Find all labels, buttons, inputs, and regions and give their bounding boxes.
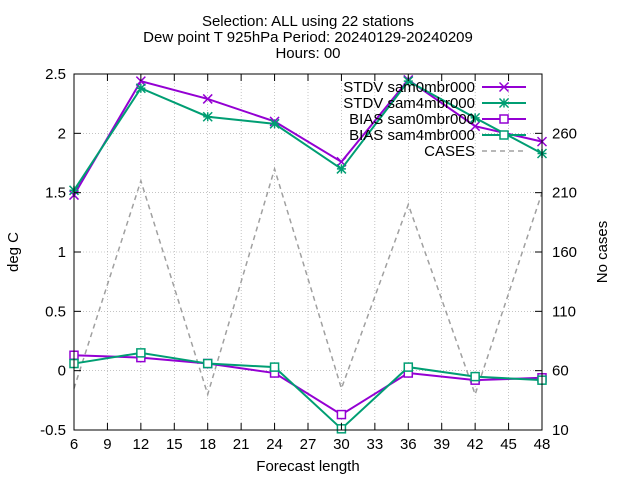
data-point: [202, 358, 213, 369]
y2-tick-label: 260: [552, 125, 577, 142]
title-line-2: Dew point T 925hPa Period: 20240129-2024…: [143, 29, 473, 46]
y-tick-label: 0: [58, 363, 66, 380]
y-tick-label: 1.5: [45, 185, 66, 202]
x-tick-label: 6: [70, 436, 78, 453]
title-line-1: Selection: ALL using 22 stations: [202, 13, 414, 30]
legend-label: BIAS sam0mbr000: [349, 111, 475, 128]
x-tick-label: 42: [467, 436, 484, 453]
x-axis-label: Forecast length: [256, 458, 359, 475]
legend-marker: [499, 130, 509, 140]
y2-tick-label: 10: [552, 422, 569, 439]
grid: [74, 74, 542, 430]
y-tick-label: 1: [58, 244, 66, 261]
x-tick-label: 12: [133, 436, 150, 453]
data-point: [336, 163, 347, 174]
data-point: [202, 111, 213, 122]
legend-marker: [498, 97, 510, 109]
legend-item: STDV sam0mbr000: [343, 79, 526, 96]
y2-tick-label: 60: [552, 363, 569, 380]
x-tick-label: 24: [266, 436, 283, 453]
x-tick-label: 48: [534, 436, 551, 453]
data-point: [135, 83, 146, 94]
series-5: [73, 166, 543, 397]
axis-ticks: 6 9 12 15 18 21 24 27 30 33 36 39 42 45 48 -0.5 0 0.5 1 1.5…: [40, 66, 577, 453]
data-point: [470, 371, 480, 382]
data-point: [269, 362, 280, 372]
x-tick-label: 18: [199, 436, 216, 453]
series-line: [73, 166, 543, 397]
x-tick-label: 30: [333, 436, 350, 453]
legend-item: BIAS sam4mbr000: [349, 127, 526, 144]
cases-series: [73, 166, 543, 397]
data-point: [470, 121, 481, 132]
legend-item: CASES: [424, 143, 526, 160]
legend-marker: [499, 114, 509, 124]
data-point: [336, 409, 347, 420]
y-tick-label: 2: [58, 125, 66, 142]
y-axis-label: deg C: [5, 232, 22, 272]
x-tick-label: 39: [433, 436, 450, 453]
x-tick-label: 15: [166, 436, 183, 453]
data-point: [269, 118, 280, 129]
series-line: [73, 351, 543, 431]
series-line: [73, 354, 543, 416]
data-point: [403, 362, 414, 372]
x-tick-label: 33: [367, 436, 384, 453]
legend-item: STDV sam4mbr000: [343, 95, 526, 112]
legend-label: STDV sam4mbr000: [343, 95, 475, 112]
legend-label: CASES: [424, 143, 475, 160]
series-line: [73, 79, 543, 191]
series-3: [69, 350, 547, 420]
legend-label: BIAS sam4mbr000: [349, 127, 475, 144]
x-tick-label: 27: [300, 436, 317, 453]
data-point: [135, 76, 146, 87]
data-point: [202, 93, 213, 104]
y2-axis-label: No cases: [594, 221, 611, 284]
legend-label: STDV sam0mbr000: [343, 79, 475, 96]
y-tick-label: 0.5: [45, 303, 66, 320]
y-tick-label: -0.5: [40, 422, 66, 439]
x-tick-label: 21: [233, 436, 250, 453]
data-point: [470, 112, 481, 123]
data-point: [403, 76, 414, 87]
x-tick-label: 45: [500, 436, 517, 453]
x-tick-label: 9: [103, 436, 111, 453]
y2-tick-label: 160: [552, 244, 577, 261]
series-line: [73, 78, 543, 196]
legend-item: BIAS sam0mbr000: [349, 111, 526, 128]
data-point: [136, 348, 146, 358]
y2-tick-label: 110: [552, 303, 576, 320]
y2-tick-label: 210: [552, 185, 577, 202]
title-line-3: Hours: 00: [275, 45, 340, 62]
legend-marker: [498, 81, 510, 93]
axis-labels: Forecast length deg C No cases: [5, 221, 611, 475]
y-tick-label: 2.5: [45, 66, 66, 83]
x-tick-label: 36: [400, 436, 417, 453]
